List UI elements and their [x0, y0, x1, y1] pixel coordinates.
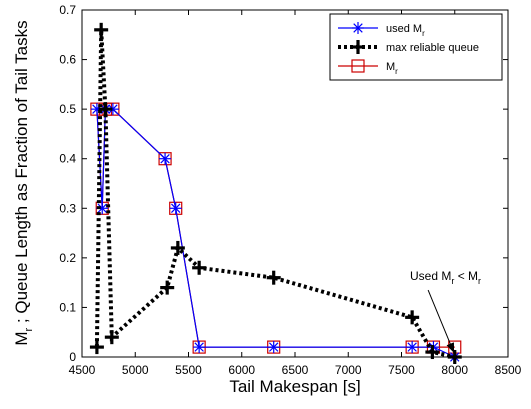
data-point-mrq [160, 280, 175, 295]
marker-asterisk-d2 [108, 104, 118, 114]
marker-asterisk-d2 [170, 203, 181, 214]
data-point-used [267, 341, 280, 354]
legend-label-main: max reliable queue [386, 42, 479, 54]
legend-marker [352, 22, 364, 34]
legend-label: max reliable queue [386, 42, 479, 54]
x-tick-label: 8500 [495, 363, 522, 377]
legend-marker [351, 40, 365, 54]
x-tick-label: 6000 [228, 363, 255, 377]
legend-entry-mr: Mr [338, 59, 398, 76]
data-point-mrq [89, 340, 104, 355]
legend-label: used Mr [386, 23, 425, 38]
series-mrq [89, 22, 462, 364]
axis-ticks: 4500 5000 5500 6000 6500 7000 7500 8000 8500 0 0.1… [59, 3, 521, 377]
legend-label-main: M [386, 61, 395, 73]
data-point-mrq [425, 345, 440, 360]
marker-asterisk-d2 [353, 23, 363, 33]
data-point-mrq [98, 102, 113, 117]
data-point-mrq [170, 240, 185, 255]
y-axis-label-subscript: r [23, 327, 35, 331]
x-tick-label: 4500 [69, 363, 96, 377]
marker-square [351, 59, 365, 73]
y-tick-label: 0.1 [59, 300, 76, 314]
marker-asterisk-d2 [407, 342, 417, 352]
data-point-mrq [192, 260, 207, 275]
y-tick-label: 0.5 [59, 102, 76, 116]
x-tick-label: 5000 [122, 363, 149, 377]
legend-label: Mr [386, 61, 398, 76]
annotation-layer: Used Mr < Mr [410, 269, 481, 353]
marker-asterisk-d2 [194, 342, 204, 352]
annotation-text-part: Used M [410, 269, 451, 283]
annotation-text-part: < M [454, 269, 478, 283]
legend-entry-mrq: max reliable queue [338, 40, 479, 54]
legend-marker [351, 59, 365, 73]
y-tick-label: 0.3 [59, 201, 76, 215]
data-point-used [106, 103, 119, 116]
annotation-text-subscript: r [451, 276, 454, 286]
y-axis-label-main: M [12, 331, 31, 345]
x-tick-label: 7000 [335, 363, 362, 377]
data-point-used [159, 152, 172, 165]
annotation-text: Used Mr < Mr [410, 269, 481, 286]
data-point-used [406, 341, 419, 354]
x-tick-label: 5500 [175, 363, 202, 377]
data-point-used [193, 341, 206, 354]
marker-asterisk-d2 [160, 153, 170, 164]
legend-label-subscript: r [395, 67, 398, 76]
y-tick-label: 0.6 [59, 53, 76, 67]
data-point-mrq [266, 270, 281, 285]
data-point-mrq [447, 350, 462, 364]
x-tick-label: 6500 [282, 363, 309, 377]
y-tick-label: 0.4 [59, 152, 76, 166]
y-tick-label: 0.7 [59, 3, 76, 17]
data-point-used [169, 202, 182, 215]
legend-label-main: used M [386, 23, 422, 35]
y-axis-label-rest: ; Queue Length as Fraction of Tail Tasks [12, 20, 31, 327]
x-tick-label: 8000 [441, 363, 468, 377]
series-layer [89, 22, 462, 364]
data-point-mrq [94, 22, 109, 37]
x-tick-label: 7500 [388, 363, 415, 377]
legend-entry-used: used Mr [338, 22, 425, 38]
annotation-text-subscript: r [478, 276, 481, 286]
legend-label-subscript: r [422, 29, 425, 38]
y-axis-label: Mr ; Queue Length as Fraction of Tail Ta… [12, 20, 35, 345]
marker-asterisk-d2 [268, 342, 279, 352]
annotation-arrow [427, 289, 455, 353]
y-tick-label: 0.2 [59, 251, 76, 265]
data-point-mrq [104, 330, 119, 345]
y-tick-label: 0 [69, 350, 76, 364]
x-axis-label: Tail Makespan [s] [229, 377, 360, 396]
data-point-mrq [405, 310, 420, 325]
marker-asterisk-d2 [97, 203, 107, 214]
